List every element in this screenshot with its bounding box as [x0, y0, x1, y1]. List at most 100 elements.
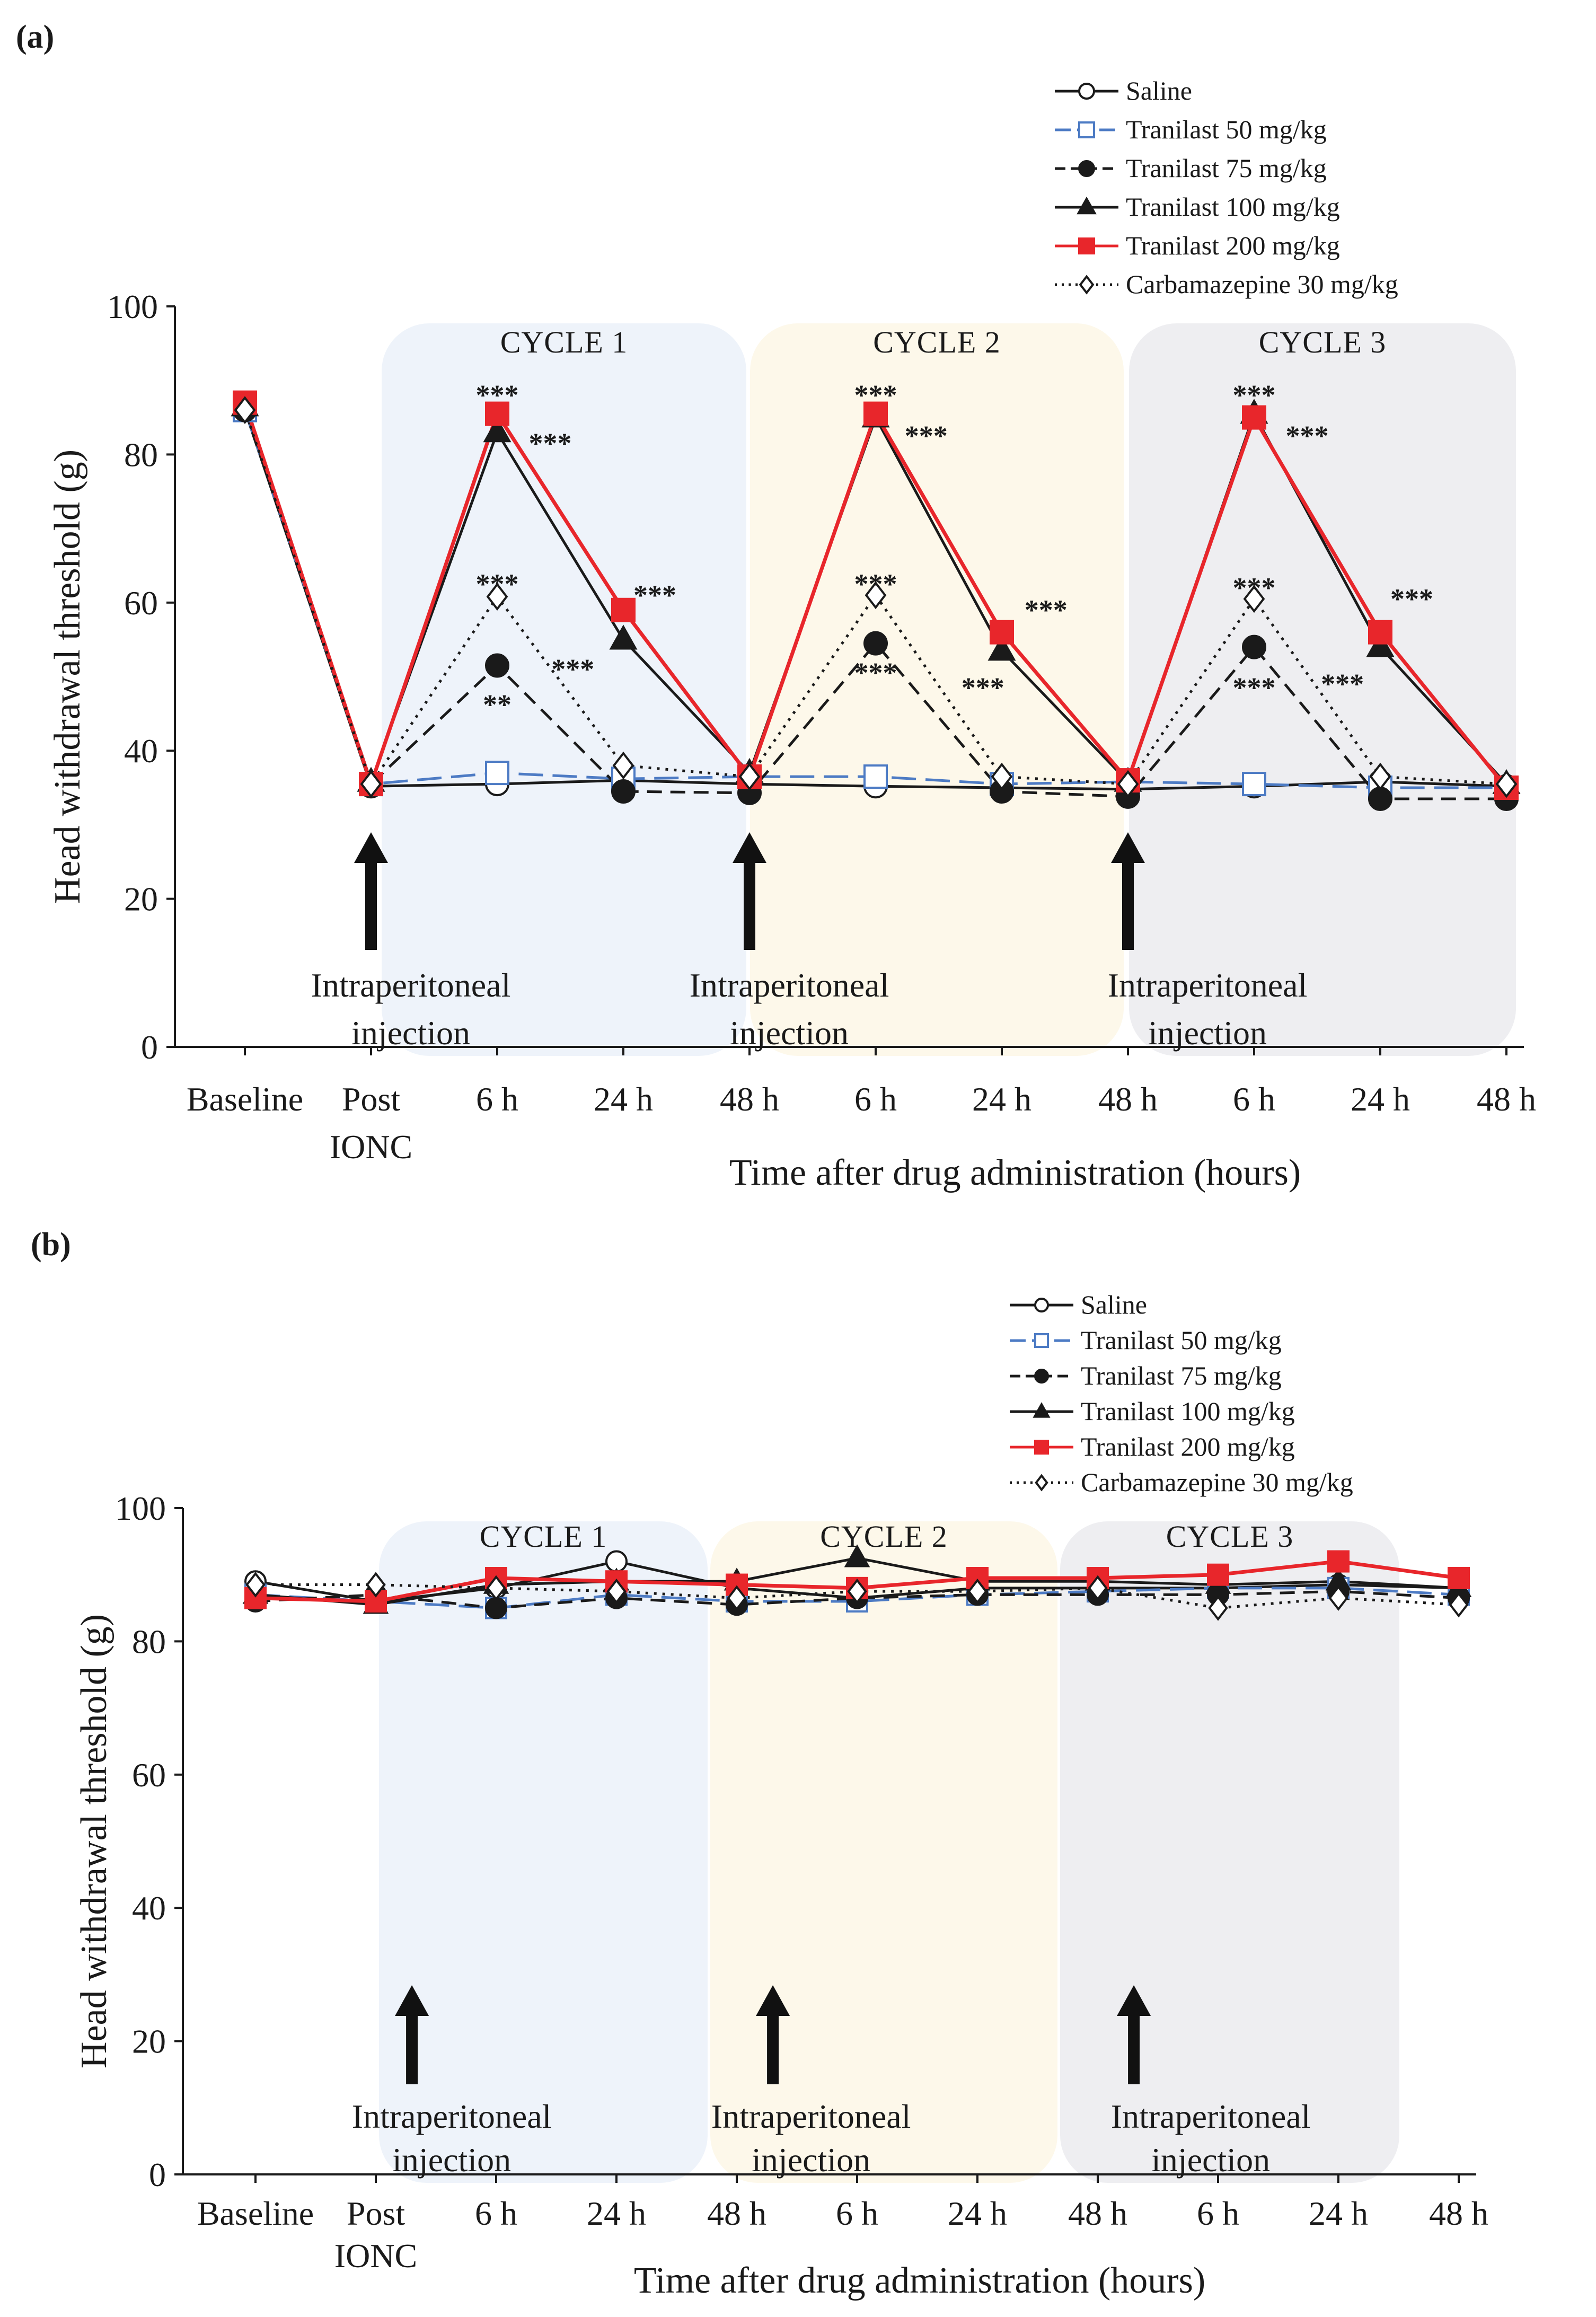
significance-label: ***: [905, 420, 948, 452]
data-point: [485, 401, 509, 426]
significance-label: ***: [476, 380, 519, 411]
legend-marker: [1034, 1440, 1049, 1455]
data-point: [738, 762, 761, 791]
legend-entry: Tranilast 75 mg/kg: [1010, 1361, 1282, 1390]
legend-entry: Tranilast 50 mg/kg: [1055, 114, 1327, 144]
cycle-3-label: CYCLE 3: [1166, 1519, 1294, 1554]
x-tick-label: 24 h: [948, 2195, 1007, 2232]
x-axis-title: Time after drug administration (hours): [634, 2260, 1205, 2301]
legend-label: Tranilast 50 mg/kg: [1126, 114, 1327, 144]
data-point: [1243, 585, 1265, 613]
injection-label: injection: [392, 2141, 511, 2179]
significance-label: ***: [854, 380, 897, 411]
data-point: [1088, 1575, 1108, 1601]
legend-label: Carbamazepine 30 mg/kg: [1081, 1467, 1353, 1497]
data-point: [1448, 1566, 1470, 1589]
legend-label: Carbamazepine 30 mg/kg: [1126, 269, 1398, 299]
x-tick-label: 6 h: [475, 2195, 517, 2232]
legend-marker: [1078, 237, 1095, 254]
injection-label: injection: [1151, 2141, 1270, 2179]
injection-label: Intraperitoneal: [711, 2098, 911, 2135]
legend-entry: Tranilast 100 mg/kg: [1010, 1396, 1295, 1426]
x-tick-label: Post: [347, 2195, 405, 2232]
legend-entry: Saline: [1055, 76, 1192, 105]
data-point: [1327, 1550, 1350, 1573]
x-tick-label: 6 h: [476, 1080, 518, 1118]
legend-label: Saline: [1081, 1290, 1147, 1319]
x-tick-label: 24 h: [594, 1080, 653, 1118]
data-point: [1242, 635, 1266, 659]
data-point: [865, 581, 887, 610]
panel-label-a: (a): [16, 19, 54, 55]
data-point: [1328, 1585, 1348, 1611]
injection-label: injection: [1148, 1014, 1267, 1052]
data-point: [1242, 772, 1266, 797]
data-point: [987, 636, 1016, 661]
legend-entry: Tranilast 75 mg/kg: [1055, 153, 1327, 183]
x-tick-label: 48 h: [1477, 1080, 1536, 1118]
x-tick-label: Baseline: [197, 2195, 314, 2232]
legend-entry: Saline: [1010, 1290, 1147, 1319]
x-tick-label: Baseline: [187, 1080, 303, 1118]
legend-marker: [1077, 196, 1097, 215]
significance-label: ***: [1321, 668, 1364, 700]
legend-entry: Tranilast 200 mg/kg: [1010, 1432, 1295, 1461]
legend-entry: Carbamazepine 30 mg/kg: [1055, 269, 1398, 299]
data-point: [844, 1544, 870, 1567]
x-tick-label: 6 h: [1233, 1080, 1275, 1118]
data-point: [486, 1575, 506, 1601]
injection-arrow: [1111, 832, 1145, 950]
injection-label: injection: [752, 2141, 870, 2179]
significance-label: **: [483, 689, 512, 721]
significance-label: ***: [1285, 420, 1328, 452]
data-point: [967, 1578, 987, 1605]
significance-label: ***: [476, 568, 519, 600]
injection-arrow: [395, 1985, 429, 2084]
significance-label: ***: [1025, 594, 1068, 626]
legend-label: Saline: [1126, 76, 1192, 105]
cycle-3-band: [1129, 323, 1516, 1056]
y-tick-label: 80: [124, 436, 158, 473]
x-tick-label: 24 h: [587, 2195, 646, 2232]
x-tick-label: Post: [342, 1080, 401, 1118]
cycle-2-label: CYCLE 2: [820, 1519, 948, 1554]
significance-label: ***: [1233, 672, 1276, 703]
y-tick-label: 20: [124, 880, 158, 918]
data-point: [727, 1585, 747, 1611]
cycle-2-band: [710, 1521, 1057, 2183]
data-point: [1366, 632, 1395, 657]
legend-label: Tranilast 50 mg/kg: [1081, 1325, 1282, 1355]
x-tick-label: 48 h: [707, 2195, 766, 2232]
y-tick-label: 60: [132, 1756, 166, 1794]
cycle-1-band: [382, 323, 746, 1056]
injection-label: Intraperitoneal: [1111, 2098, 1311, 2135]
significance-label: ***: [1390, 583, 1433, 615]
data-point: [606, 1578, 627, 1605]
legend-marker: [1079, 275, 1095, 295]
legend-marker: [1078, 160, 1095, 177]
injection-label: injection: [351, 1014, 470, 1052]
y-tick-label: 20: [132, 2023, 166, 2060]
data-point: [609, 624, 638, 650]
data-point: [863, 401, 888, 426]
data-point: [483, 417, 512, 443]
x-axis-title: Time after drug administration (hours): [729, 1152, 1301, 1193]
cycle-1-label: CYCLE 1: [480, 1519, 607, 1554]
data-point: [485, 1597, 507, 1619]
data-point: [485, 761, 509, 786]
significance-label: ***: [551, 654, 594, 685]
data-point: [1369, 762, 1391, 791]
injection-label: Intraperitoneal: [690, 966, 889, 1004]
y-tick-label: 40: [124, 732, 158, 770]
data-point: [366, 1572, 386, 1598]
x-tick-label: 24 h: [1351, 1080, 1410, 1118]
x-tick-label: 24 h: [1309, 2195, 1368, 2232]
legend-marker: [1078, 83, 1095, 100]
injection-label: Intraperitoneal: [311, 966, 511, 1004]
x-tick-label: 48 h: [1429, 2195, 1488, 2232]
significance-label: ***: [962, 672, 1004, 703]
x-tick-label: IONC: [330, 1128, 412, 1166]
data-point: [1117, 770, 1139, 798]
data-point: [360, 770, 382, 798]
